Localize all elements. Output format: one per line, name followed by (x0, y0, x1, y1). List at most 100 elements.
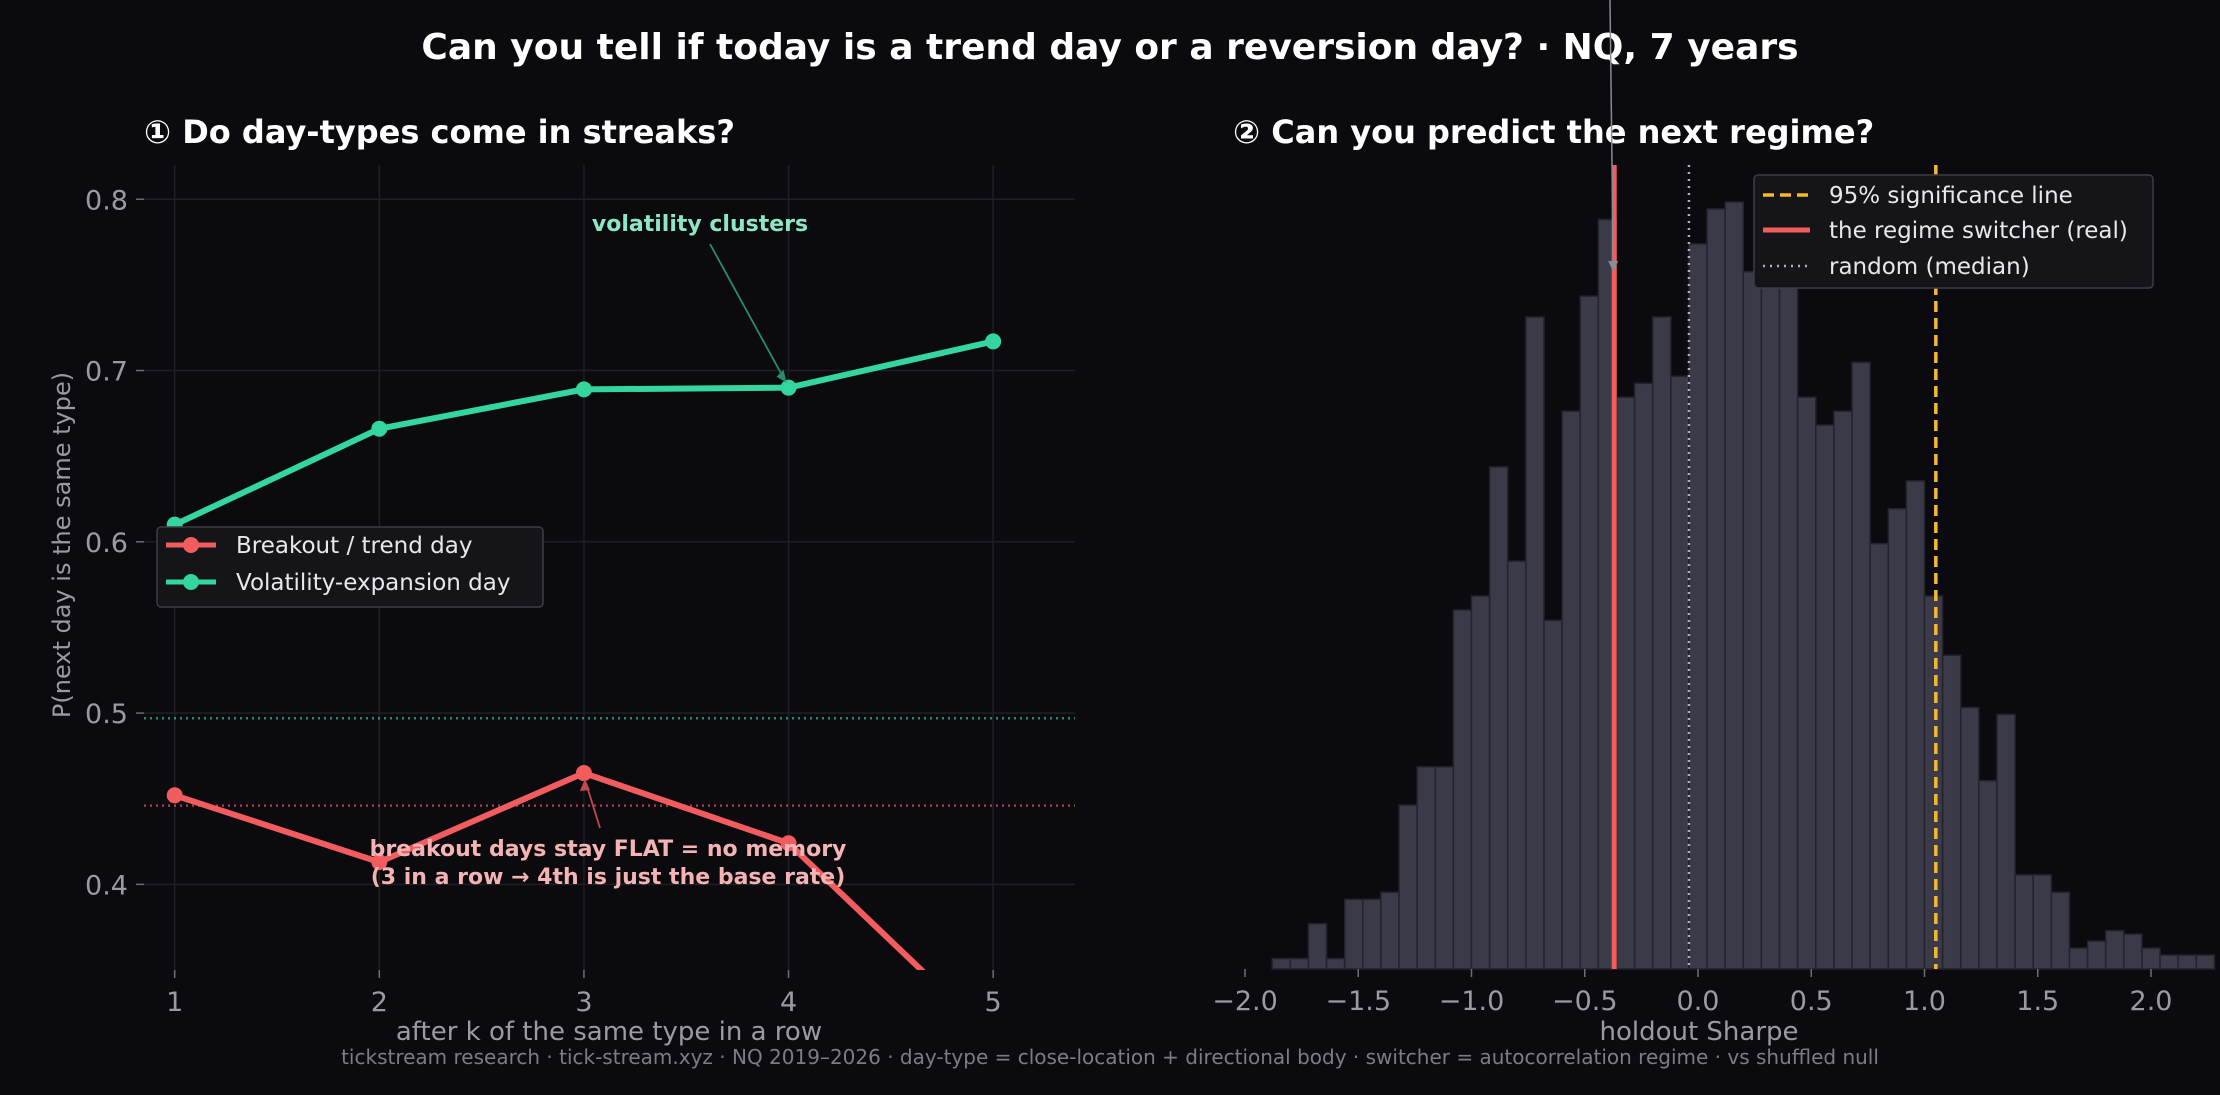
series-point-breakout (371, 854, 388, 871)
regime-tick-label-x: 2.0 (2130, 986, 2173, 1017)
legend-switcher-label: the regime switcher (real) (1829, 218, 2128, 244)
annotation-volatility-clusters: volatility clusters (592, 212, 808, 237)
streaks-tick-label-x: 4 (780, 987, 797, 1018)
series-point-breakout (166, 787, 183, 804)
histogram-bar (1706, 208, 1726, 970)
histogram-bar (1579, 295, 1600, 970)
histogram-bar (2177, 954, 2198, 970)
annotation-arrow-breakout (585, 782, 601, 829)
histogram-bar (1887, 508, 1908, 970)
regime-reference-lines (1608, 0, 1938, 969)
histogram-bar (2086, 940, 2107, 970)
streaks-xlabel: after k of the same type in a row (396, 1017, 822, 1047)
histogram-bar (2159, 954, 2179, 970)
histogram-bar (1615, 396, 1636, 970)
histogram-bar (1380, 891, 1400, 970)
regime-switcher-pointer-head (1608, 261, 1619, 272)
regime-tick-label-x: 1.0 (1903, 986, 1946, 1017)
histogram-bar (1688, 243, 1708, 970)
streaks-tick-label-x: 5 (985, 987, 1002, 1018)
histogram-bar (1289, 957, 1310, 970)
histogram-bar (1434, 766, 1455, 970)
histogram-bar (2050, 891, 2071, 970)
annotation-breakout-base-rate: (3 in a row → 4th is just the base rate) (371, 865, 846, 890)
annotation-arrowhead-breakout (579, 779, 590, 792)
histogram-bar (1633, 382, 1654, 970)
histogram-bar (2195, 954, 2216, 970)
histogram-bar (2068, 947, 2089, 970)
streaks-legend-box (156, 526, 544, 608)
streaks-tick-label-x: 1 (166, 987, 183, 1018)
histogram-bar (1525, 316, 1545, 970)
streaks-legend: Breakout / trend day Volatility-expansio… (156, 526, 544, 608)
histogram-bar (2104, 929, 2125, 970)
histogram-bar (1325, 957, 1346, 970)
histogram-bar (1488, 466, 1509, 970)
regime-tick-label-x: −1.5 (1325, 986, 1391, 1017)
histogram-bar (1869, 542, 1890, 970)
regime-tick-label-x: −0.5 (1552, 986, 1618, 1017)
histogram-bar (2141, 947, 2161, 970)
histogram-bar (1343, 898, 1364, 970)
histogram-bar (1833, 410, 1853, 970)
histogram-bar (2032, 874, 2053, 970)
streaks-tick-label-y: 0.7 (85, 357, 128, 388)
streaks-tick-label-y: 0.5 (85, 699, 128, 730)
regime-legend: 95% significance line the regime switche… (1753, 174, 2154, 289)
annotation-arrow-volatility (709, 243, 786, 381)
histogram-bar (1452, 609, 1473, 970)
histogram-bar (1307, 922, 1328, 970)
histogram-bar (1543, 619, 1563, 970)
histogram-bar (1941, 654, 1962, 970)
streaks-tick-label-y: 0.8 (85, 185, 128, 216)
histogram-bar (1271, 957, 1292, 970)
series-point-volatility (985, 333, 1002, 350)
streaks-tick-label-y: 0.4 (85, 870, 128, 901)
regime-chart-title: ② Can you predict the next regime? (1233, 113, 1874, 151)
annotation-arrowhead-volatility (776, 369, 787, 383)
histogram-bar (1742, 270, 1763, 970)
legend-breakout-marker (183, 537, 199, 553)
histogram-bar (1724, 201, 1745, 970)
histogram-bar (1670, 375, 1690, 970)
histogram-bar (1561, 410, 1581, 970)
regime-switcher-pointer (1609, 0, 1614, 263)
histogram-bar (2123, 933, 2143, 970)
histogram-bar (1651, 316, 1672, 970)
histogram-bar (1796, 396, 1817, 970)
histogram-bar (1959, 706, 1980, 970)
histogram-bar (1760, 284, 1781, 970)
regime-xlabel: holdout Sharpe (1599, 1017, 1798, 1047)
histogram-bar (1923, 595, 1944, 970)
histogram-bar (1978, 779, 1998, 970)
regime-legend-box (1753, 174, 2154, 289)
regime-chart: ② Can you predict the next regime? −2.0−… (1212, 0, 2216, 1047)
histogram-bar (1815, 424, 1835, 970)
histogram-bar (2014, 874, 2034, 970)
histogram-bar (1398, 804, 1418, 970)
footer-credit: tickstream research · tick-stream.xyz · … (341, 1045, 1879, 1069)
legend-volatility-label: Volatility-expansion day (236, 570, 510, 596)
annotation-breakout-flat: breakout days stay FLAT = no memory (370, 837, 847, 862)
series-point-breakout (575, 765, 592, 782)
series-point-volatility (780, 379, 797, 396)
legend-significance-label: 95% significance line (1829, 183, 2073, 209)
histogram-bar (1470, 595, 1491, 970)
regime-tick-label-x: 0.5 (1790, 986, 1833, 1017)
streaks-annotations: volatility clusters breakout days stay F… (370, 212, 847, 890)
histogram-bar (1506, 560, 1527, 970)
streaks-ylabel: P(next day is the same type) (48, 372, 76, 718)
streaks-tick-label-y: 0.6 (85, 528, 128, 559)
regime-tick-label-x: 0.0 (1677, 986, 1720, 1017)
histogram-bar (1851, 361, 1871, 970)
streaks-base-rates (144, 716, 1075, 807)
streaks-tick-label-x: 3 (575, 987, 592, 1018)
regime-histogram (1271, 201, 2216, 970)
legend-volatility-marker (183, 574, 199, 590)
figure-title: Can you tell if today is a trend day or … (421, 27, 1798, 68)
legend-breakout-label: Breakout / trend day (236, 533, 472, 559)
regime-tick-label-x: 1.5 (2016, 986, 2059, 1017)
streaks-chart: ① Do day-types come in streaks? 1 2 3 4 5 0.4… (48, 113, 1075, 1047)
regime-ticks: −2.0 −1.5 −1.0 −0.5 0.0 0.5 1.0 1.5 2.0 (1212, 969, 2172, 1017)
